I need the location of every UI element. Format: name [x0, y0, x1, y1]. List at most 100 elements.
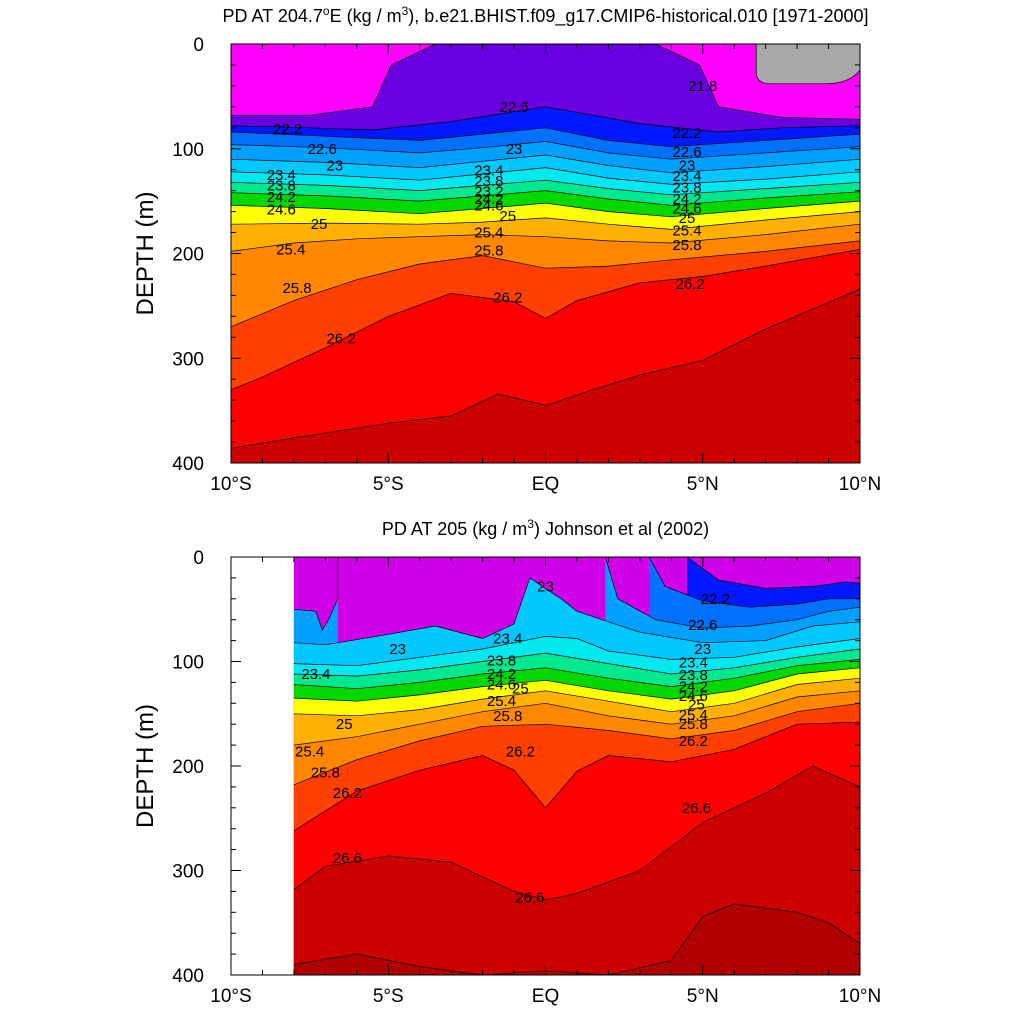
contour-label: 22.2 — [273, 121, 302, 138]
isopycnal-24.2 — [293, 659, 860, 690]
contour-label: 23.4 — [679, 655, 708, 672]
chart-title: PD AT 204.7oE (kg / m3), b.e21.BHIST.f09… — [222, 4, 868, 27]
isopycnal-26.6 — [293, 765, 860, 901]
x-tick-label: 5°S — [373, 474, 404, 495]
isopycnal-24.6 — [231, 200, 860, 218]
contour-label: 21.8 — [688, 78, 717, 95]
contour-label: 23.4 — [301, 666, 330, 683]
contour-label: 22.2 — [672, 125, 701, 142]
y-tick-label: 0 — [193, 548, 204, 569]
contour-label: 25.8 — [474, 242, 503, 259]
contour-label: 23.8 — [679, 667, 708, 684]
y-tick-label: 300 — [172, 349, 204, 370]
band-26.6 — [231, 289, 860, 463]
contour-label: 26.2 — [326, 330, 355, 347]
contour-label: 25.8 — [679, 716, 708, 733]
isopycnal-25 — [293, 677, 860, 717]
isopycnal-22.6 — [293, 557, 339, 631]
contour-label: 24.6 — [679, 688, 708, 705]
contour-label: 24.6 — [487, 676, 516, 693]
contour-label: 25.4 — [672, 222, 701, 239]
contour-label: 23 — [694, 641, 711, 658]
y-tick-label: 400 — [172, 454, 204, 475]
isopycnal-23.4 — [293, 636, 860, 667]
missing-data — [755, 44, 860, 85]
y-tick-label: 200 — [172, 245, 204, 266]
contour-fill — [231, 44, 860, 463]
contour-label: 23.4 — [672, 168, 701, 185]
contour-label: 26.2 — [493, 289, 522, 306]
y-tick-label: 200 — [172, 757, 204, 778]
contour-label: 24.2 — [672, 191, 701, 208]
contour-label: 25.4 — [487, 693, 516, 710]
contour-label: 25.4 — [474, 225, 503, 242]
isopycnal-25.8 — [293, 702, 860, 786]
contour-label: 24.2 — [474, 191, 503, 208]
contour-label: 26.6 — [515, 890, 544, 907]
contour-label: 26.2 — [506, 743, 535, 760]
contour-label: 23.8 — [487, 652, 516, 669]
contour-label: 24.2 — [487, 666, 516, 683]
x-tick-label: 10°S — [210, 986, 251, 1007]
isopycnal-25.4 — [231, 223, 860, 252]
y-axis-label: DEPTH (m) — [132, 704, 159, 828]
contour-label: 22.2 — [701, 591, 730, 608]
isopycnal-22.6 — [604, 557, 860, 629]
x-tick-label: 5°N — [687, 986, 719, 1007]
contour-label: 23.8 — [672, 180, 701, 197]
x-tick-label: 10°N — [839, 474, 881, 495]
contour-label: 23.2 — [474, 184, 503, 201]
contour-label: 25.8 — [672, 237, 701, 254]
contour-label: 25.8 — [311, 764, 340, 781]
y-tick-label: 100 — [172, 140, 204, 161]
contour-label: 25 — [679, 210, 696, 227]
contour-label: 25.4 — [295, 743, 324, 760]
isopycnal-23.8 — [231, 179, 860, 196]
isopycnal-26.2 — [293, 721, 860, 832]
contour-label: 24.2 — [679, 679, 708, 696]
y-tick-label: 100 — [172, 653, 204, 674]
x-tick-label: 5°N — [687, 474, 719, 495]
isopycnal-21.8 — [686, 557, 860, 589]
y-tick-label: 400 — [172, 966, 204, 987]
contour-label: 23.4 — [493, 631, 522, 648]
contour-label: 25 — [499, 208, 516, 225]
isopycnal-22.2 — [231, 127, 860, 148]
contour-label: 23 — [537, 578, 554, 595]
contour-label: 26.6 — [682, 800, 711, 817]
isopycnal-23 — [293, 577, 860, 646]
contour-label: 24.6 — [474, 197, 503, 214]
contour-label: 25.4 — [679, 707, 708, 724]
y-axis-label: DEPTH (m) — [132, 192, 159, 316]
isopycnal-22.2 — [648, 557, 860, 608]
contour-label: 24.6 — [267, 202, 296, 219]
isopycnal-25.4 — [293, 690, 860, 746]
y-tick-label: 300 — [172, 862, 204, 883]
contour-label: 22.6 — [672, 144, 701, 161]
contour-label: 25.8 — [282, 280, 311, 297]
band-27 — [293, 903, 860, 975]
contour-label: 26.6 — [333, 850, 362, 867]
contour-label: 22.6 — [688, 617, 717, 634]
isopycnal-25 — [231, 211, 860, 230]
contour-label: 24.2 — [267, 189, 296, 206]
contour-label: 26.2 — [333, 785, 362, 802]
panel-1: 21.822.222.622.6232323.423.824.224.62525… — [132, 4, 881, 495]
contour-label: 24.6 — [672, 200, 701, 217]
contour-label: 26.2 — [676, 276, 705, 293]
x-tick-label: 10°S — [210, 474, 251, 495]
isopycnal-26.2 — [231, 248, 860, 391]
isopycnal-24.6 — [293, 667, 860, 702]
contour-label: 25.4 — [276, 241, 305, 258]
isopycnal-22.6 — [231, 141, 860, 160]
x-tick-label: EQ — [532, 474, 559, 495]
isopycnal-21.8 — [231, 106, 860, 133]
isopycnal-26.6 — [231, 288, 860, 449]
contour-label: 23.8 — [474, 173, 503, 190]
isopycnal-27 — [293, 903, 860, 975]
x-tick-label: 10°N — [839, 986, 881, 1007]
contour-label: 23.8 — [267, 177, 296, 194]
isopycnal-24.2 — [231, 190, 860, 206]
